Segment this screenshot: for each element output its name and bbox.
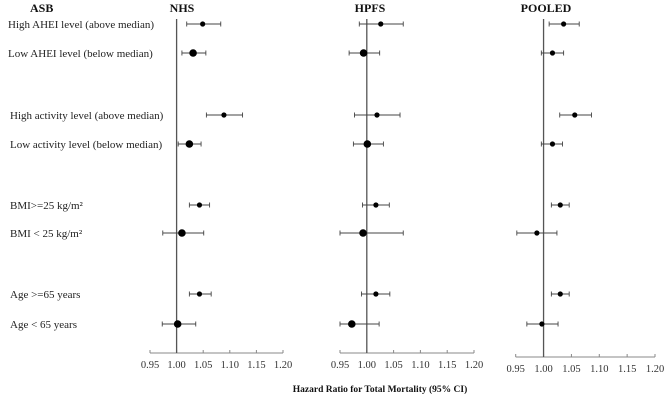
x-tick-label: 1.15 [247,360,265,371]
x-tick-label: 1.15 [618,364,636,375]
x-tick-label: 1.05 [384,360,402,371]
hazard-ratio-point [557,202,563,208]
hazard-ratio-point [557,291,563,297]
hazard-ratio-point [373,291,379,297]
x-tick-label: 1.00 [534,364,552,375]
row-label: BMI < 25 kg/m² [10,228,83,240]
x-tick-label: 1.10 [221,360,239,371]
panel-title: NHS [170,1,195,15]
x-tick-label: 1.20 [465,360,483,371]
hazard-ratio-point [189,49,197,57]
hazard-ratio-point [347,320,356,328]
hazard-ratio-point [572,112,578,118]
hazard-ratio-point [534,230,540,236]
x-tick-label: 1.20 [274,360,292,371]
hazard-ratio-point [196,202,203,208]
hazard-ratio-point [200,21,206,27]
x-tick-label: 0.95 [331,360,349,371]
hazard-ratio-point [185,140,194,148]
hazard-ratio-point [178,229,186,237]
hazard-ratio-point [363,140,372,148]
hazard-ratio-point [173,320,182,328]
hazard-ratio-point [539,321,545,327]
panels: NHS 0.95 1.00 1.05 1.10 1.15 1.20 HPFS 0.95 1.00 1… [141,1,664,375]
row-label: Age >=65 years [10,289,80,301]
hazard-ratio-point [549,141,556,147]
hazard-ratio-point [378,21,384,27]
x-axis-title: Hazard Ratio for Total Mortality (95% CI… [293,384,468,395]
x-tick-label: 1.15 [438,360,456,371]
hazard-ratio-point [373,202,379,208]
panel-title: HPFS [355,1,386,15]
row-header: ASB [30,1,53,15]
x-tick-label: 1.05 [194,360,212,371]
x-tick-label: 0.95 [507,364,525,375]
row-label: High AHEI level (above median) [8,19,154,31]
row-label: High activity level (above median) [10,110,164,122]
row-label: Age < 65 years [10,319,77,331]
x-tick-label: 0.95 [141,360,159,371]
panel-nhs: NHS 0.95 1.00 1.05 1.10 1.15 1.20 [141,1,292,371]
hazard-ratio-point [561,21,567,27]
x-tick-label: 1.00 [358,360,376,371]
row-label: Low activity level (below median) [10,139,162,151]
x-tick-label: 1.10 [411,360,429,371]
row-label: BMI>=25 kg/m² [10,200,84,212]
panel-title: POOLED [521,1,572,15]
x-tick-label: 1.00 [167,360,185,371]
panel-pooled: POOLED 0.95 1.00 1.05 1.10 1.15 1.20 [507,1,665,375]
hazard-ratio-point [196,291,203,297]
x-tick-label: 1.20 [646,364,664,375]
row-labels: High AHEI level (above median) Low AHEI l… [8,19,164,331]
x-tick-label: 1.05 [562,364,580,375]
hazard-ratio-point [549,50,556,56]
hazard-ratio-point [359,49,368,57]
hazard-ratio-point [359,229,367,237]
hazard-ratio-point [221,112,227,118]
row-label: Low AHEI level (below median) [8,48,153,60]
hazard-ratio-point [374,112,380,118]
panel-hpfs: HPFS 0.95 1.00 1.05 1.10 1.15 1.20 [331,1,483,371]
x-tick-label: 1.10 [590,364,608,375]
